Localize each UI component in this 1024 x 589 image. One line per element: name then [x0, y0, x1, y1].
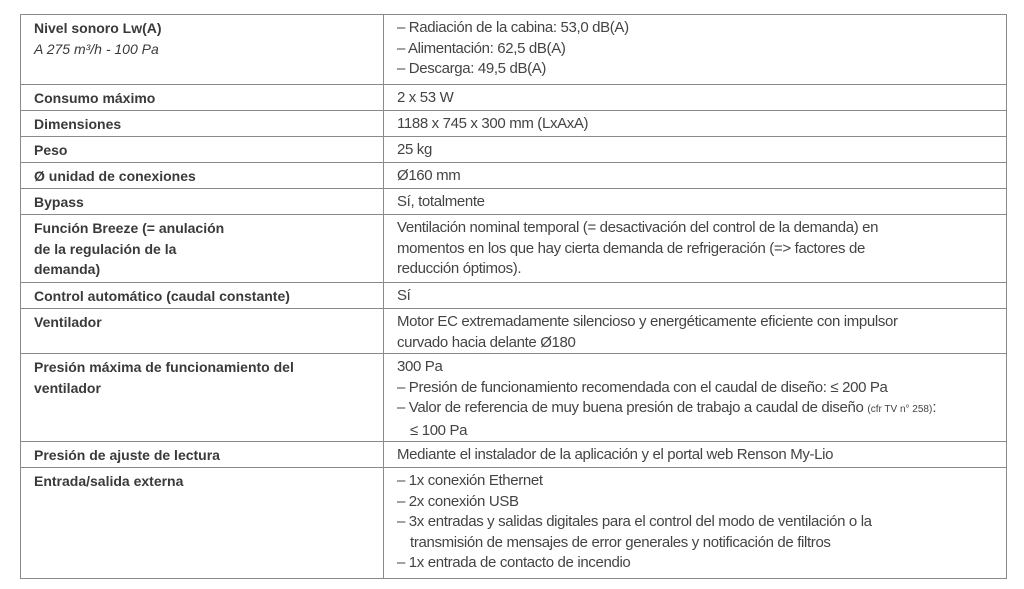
value-line: 300 Pa: [397, 358, 443, 375]
table-row: Bypass Sí, totalmente: [20, 188, 1007, 215]
row-label: Ventilador: [20, 308, 384, 354]
value-line: momentos en los que hay cierta demanda d…: [397, 239, 865, 257]
value-text: – Valor de referencia de muy buena presi…: [397, 399, 864, 416]
value-line: ≤ 100 Pa: [410, 421, 468, 439]
table-row: Ø unidad de conexiones Ø160 mm: [20, 162, 1007, 189]
value-line: transmisión de mensajes de error general…: [410, 533, 831, 551]
row-label: Presión máxima de funcionamiento del vent…: [20, 353, 384, 442]
row-value: Ventilación nominal temporal (= desactiv…: [383, 214, 1007, 283]
row-label: Bypass: [20, 188, 384, 215]
table-row: Ventilador Motor EC extremadamente silen…: [20, 308, 1007, 354]
table-row: Entrada/salida externa – 1x conexión Eth…: [20, 467, 1007, 579]
row-value: 25 kg: [383, 136, 1007, 163]
row-label: Entrada/salida externa: [20, 467, 384, 579]
table-row: Peso 25 kg: [20, 136, 1007, 163]
table-row: Control automático (caudal constante) Sí: [20, 282, 1007, 309]
row-value: – 1x conexión Ethernet – 2x conexión USB –…: [383, 467, 1007, 579]
table-row: Función Breeze (= anulación de la regulac…: [20, 214, 1007, 283]
table-row: Consumo máximo 2 x 53 W: [20, 84, 1007, 111]
label-line: de la regulación de la: [34, 240, 177, 257]
value-line: Ventilación nominal temporal (= desactiv…: [397, 219, 879, 236]
specs-table: Nivel sonoro Lw(A) A 275 m³/h - 100 Pa – …: [20, 14, 1007, 579]
value-text: :: [932, 399, 937, 416]
row-label: Peso: [20, 136, 384, 163]
value-line: – 1x conexión Ethernet: [397, 472, 543, 489]
label-text: Nivel sonoro Lw(A): [34, 20, 162, 36]
table-row: Nivel sonoro Lw(A) A 275 m³/h - 100 Pa – …: [20, 14, 1007, 85]
label-line: Función Breeze (= anulación: [34, 220, 225, 236]
value-line: – Alimentación: 62,5 dB(A): [397, 39, 566, 57]
row-value: Ø160 mm: [383, 162, 1007, 189]
value-line: reducción óptimos).: [397, 260, 522, 277]
row-label: Ø unidad de conexiones: [20, 162, 384, 189]
row-value: 1188 x 745 x 300 mm (LxAxA): [383, 110, 1007, 137]
row-value: Sí, totalmente: [383, 188, 1007, 215]
row-value: 300 Pa – Presión de funcionamiento recome…: [383, 353, 1007, 442]
value-line: Motor EC extremadamente silencioso y ene…: [397, 313, 898, 330]
label-sub: A 275 m³/h - 100 Pa: [34, 40, 159, 57]
value-line: curvado hacia delante Ø180: [397, 333, 576, 351]
row-value: – Radiación de la cabina: 53,0 dB(A) – Al…: [383, 14, 1007, 85]
row-label: Consumo máximo: [20, 84, 384, 111]
value-line: – 1x entrada de contacto de incendio: [397, 554, 631, 571]
value-line: – 2x conexión USB: [397, 492, 519, 510]
row-label: Función Breeze (= anulación de la regulac…: [20, 214, 384, 283]
row-value: 2 x 53 W: [383, 84, 1007, 111]
label-line: Presión máxima de funcionamiento del: [34, 359, 294, 375]
row-value: Sí: [383, 282, 1007, 309]
value-line: – Descarga: 49,5 dB(A): [397, 60, 547, 77]
row-label: Dimensiones: [20, 110, 384, 137]
value-line: – Presión de funcionamiento recomendada …: [397, 378, 888, 396]
label-line: demanda): [34, 261, 101, 277]
table-row: Presión de ajuste de lectura Mediante el …: [20, 441, 1007, 468]
table-row: Presión máxima de funcionamiento del vent…: [20, 353, 1007, 442]
value-line: – Valor de referencia de muy buena presi…: [397, 398, 1006, 421]
table-row: Dimensiones 1188 x 745 x 300 mm (LxAxA): [20, 110, 1007, 137]
row-value: Mediante el instalador de la aplicación …: [383, 441, 1007, 468]
row-label: Presión de ajuste de lectura: [20, 441, 384, 468]
label-line: ventilador: [34, 379, 101, 396]
row-label: Control automático (caudal constante): [20, 282, 384, 309]
row-value: Motor EC extremadamente silencioso y ene…: [383, 308, 1007, 354]
value-line: – 3x entradas y salidas digitales para e…: [397, 513, 872, 530]
value-line: – Radiación de la cabina: 53,0 dB(A): [397, 19, 629, 36]
reference-note: (cfr TV n° 258): [867, 404, 933, 415]
row-label: Nivel sonoro Lw(A) A 275 m³/h - 100 Pa: [20, 14, 384, 85]
